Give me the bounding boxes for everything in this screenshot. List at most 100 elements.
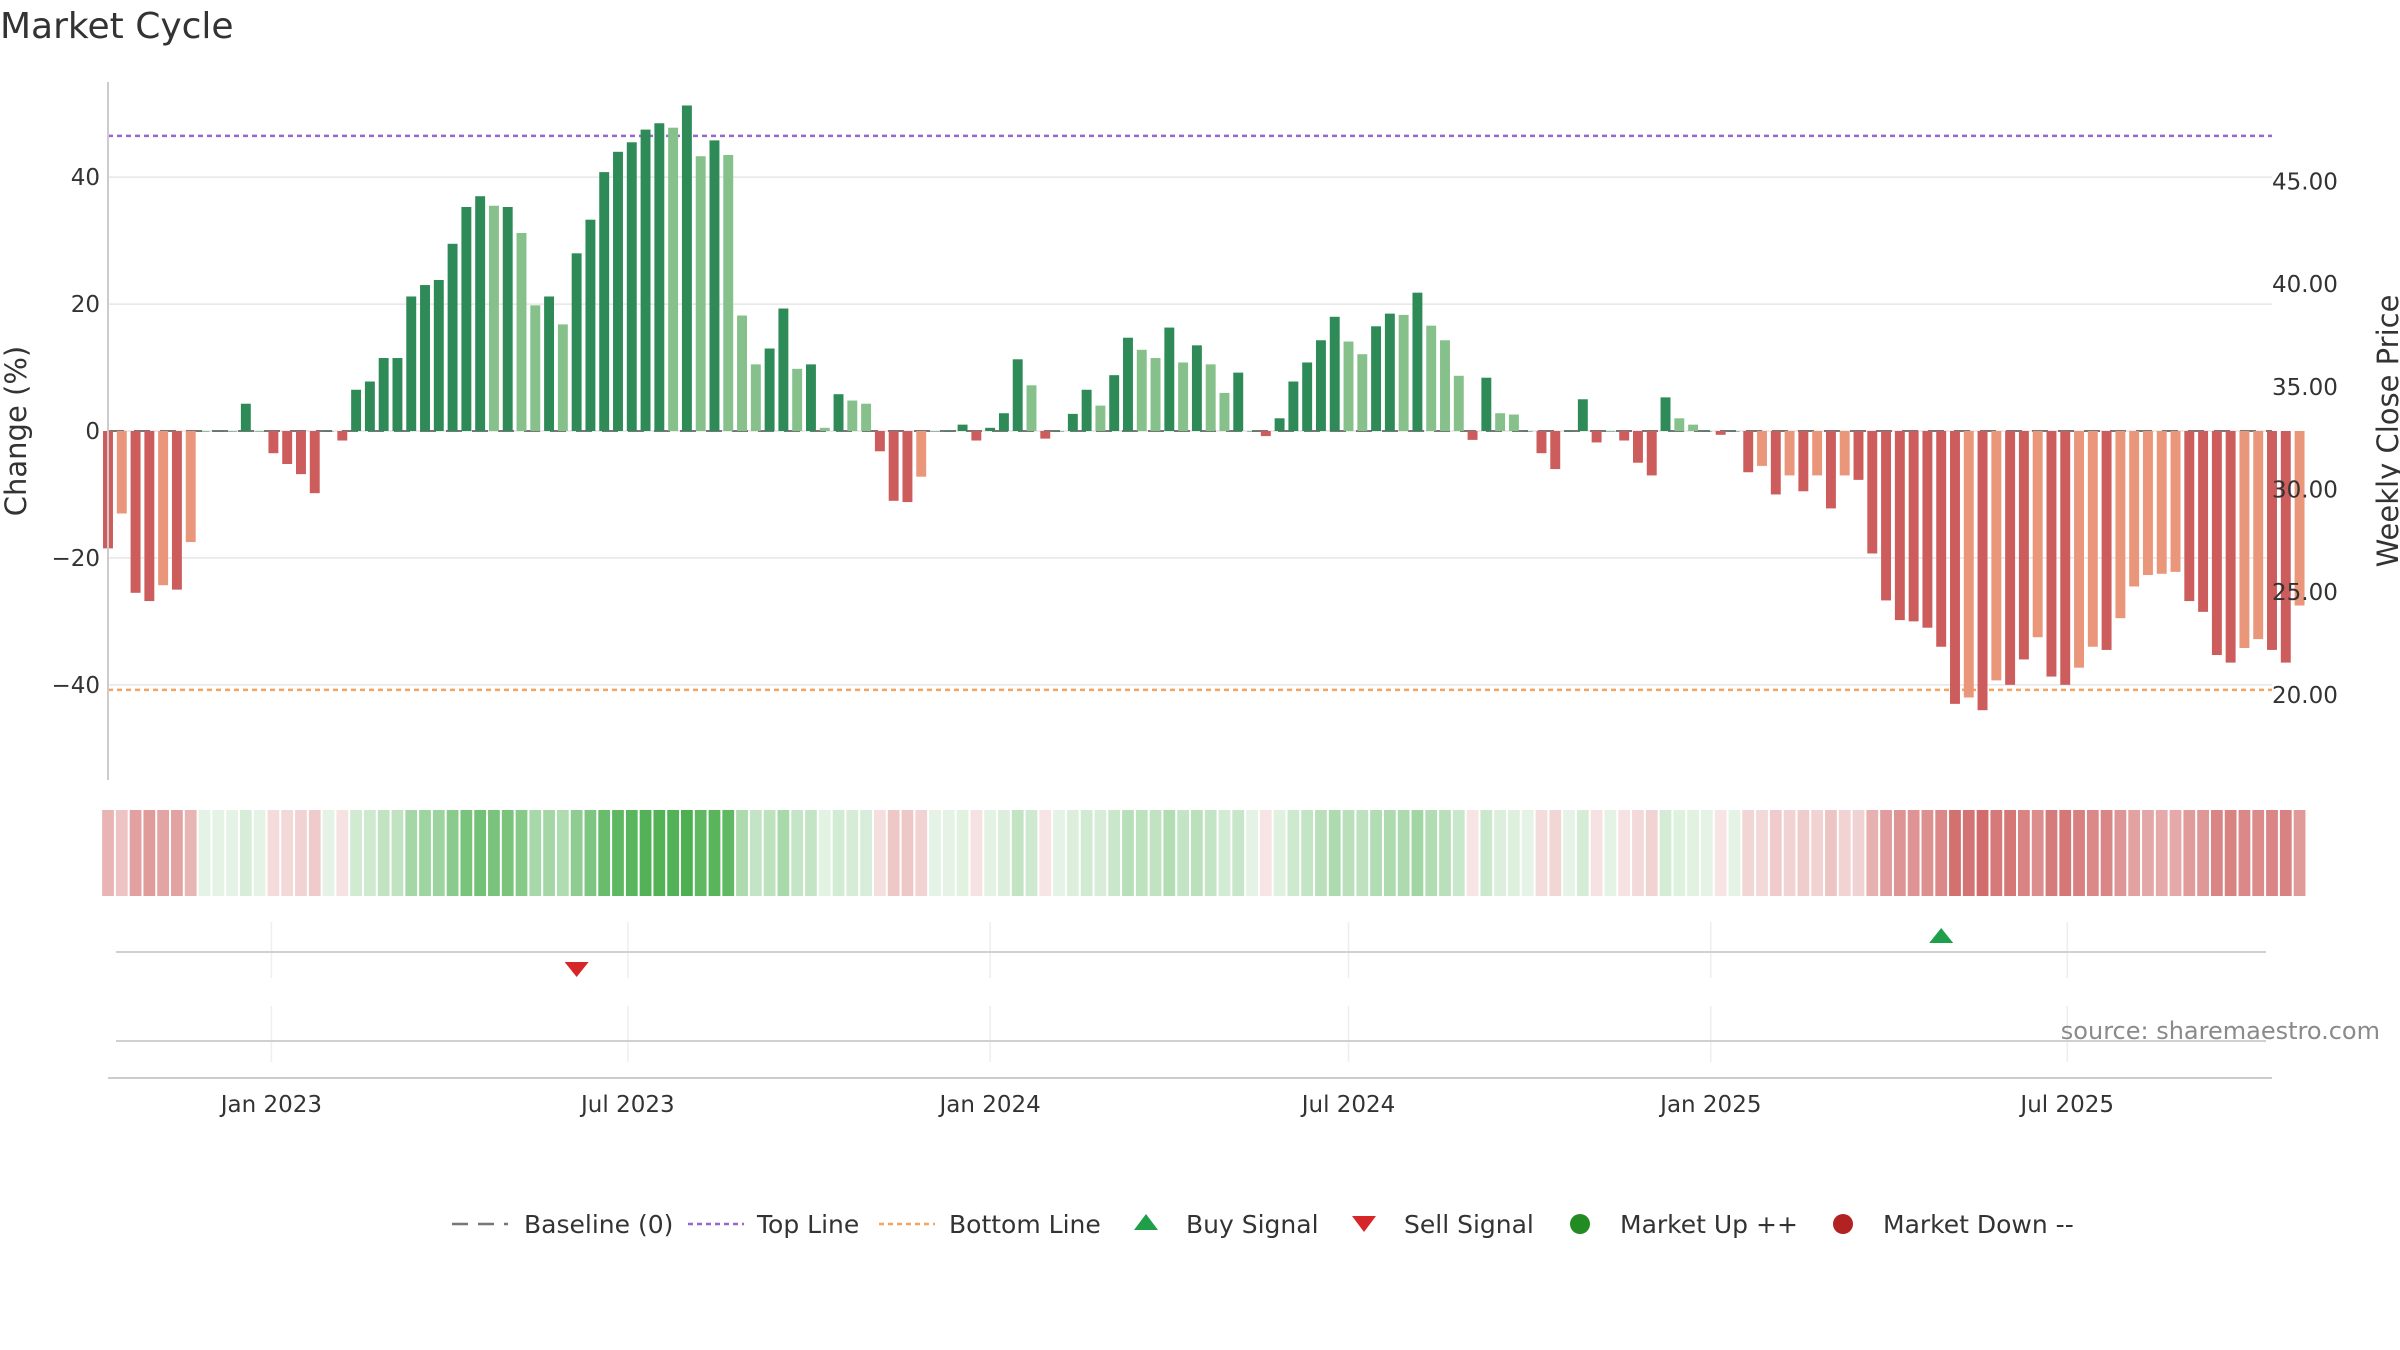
heat-cell <box>956 810 969 896</box>
bar <box>185 431 196 543</box>
heat-cell <box>1177 810 1189 896</box>
heat-cell <box>1811 810 1824 896</box>
bar <box>130 431 141 593</box>
bar <box>626 142 637 432</box>
heat-cell <box>2128 810 2141 896</box>
bar <box>240 403 251 431</box>
heat-cell <box>474 810 487 896</box>
bar <box>792 368 803 431</box>
bar <box>516 233 527 431</box>
bar <box>1839 431 1850 476</box>
bar <box>571 253 582 431</box>
bar <box>1412 292 1423 431</box>
heat-cell <box>984 810 997 896</box>
source-note: source: sharemaestro.com <box>2061 1017 2380 1045</box>
bar <box>213 431 224 432</box>
bar <box>1894 431 1905 621</box>
bar <box>861 403 872 431</box>
legend-swatch-buy <box>1134 1214 1158 1230</box>
bar <box>199 431 210 432</box>
heat-cell <box>253 810 266 896</box>
bar <box>1991 431 2002 681</box>
bar <box>985 427 996 431</box>
chart-title: Market Cycle <box>0 6 234 47</box>
bar <box>2101 431 2112 650</box>
heat-cell <box>295 810 307 896</box>
bar <box>1867 431 1878 554</box>
heat-cell <box>1425 810 1438 896</box>
bar <box>585 219 596 431</box>
heat-cell <box>2142 810 2154 896</box>
bar <box>2005 431 2016 685</box>
bar <box>1247 431 1257 432</box>
bar <box>2211 431 2222 655</box>
y2-tick-label: 30.00 <box>2272 477 2338 503</box>
x-tick-label: Jul 2025 <box>2018 1092 2114 1118</box>
bar <box>1757 431 1767 466</box>
heat-cell <box>708 810 721 896</box>
bar <box>1164 327 1175 431</box>
bar <box>833 394 844 431</box>
heat-cell <box>2266 810 2278 896</box>
bar <box>764 348 775 431</box>
heat-cell <box>612 810 624 896</box>
heat-cell <box>570 810 583 896</box>
heat-cell <box>1907 810 1920 896</box>
bar <box>2129 431 2140 587</box>
legend-label: Bottom Line <box>949 1210 1101 1239</box>
heat-cell <box>1149 810 1162 896</box>
legend-swatch-market-up <box>1570 1214 1590 1234</box>
market-panel <box>116 1006 2266 1062</box>
heat-cell <box>860 810 872 896</box>
bar <box>2267 431 2277 650</box>
heat-cell <box>1411 810 1424 896</box>
heat-cell <box>929 810 941 896</box>
bar <box>957 424 968 431</box>
bar <box>695 156 706 431</box>
bar <box>1619 431 1630 441</box>
bar <box>116 431 127 514</box>
heat-cell <box>887 810 900 896</box>
bar <box>2156 431 2167 574</box>
bar <box>681 105 692 431</box>
legend: Baseline (0) Top Line Bottom Line Buy Signa… <box>452 1210 2074 1239</box>
bar <box>2184 431 2195 602</box>
heat-cell <box>1714 810 1727 896</box>
bar <box>888 431 899 501</box>
bar <box>1315 340 1326 431</box>
bar <box>1977 431 1988 711</box>
legend-label: Market Up ++ <box>1620 1210 1798 1239</box>
heat-cell <box>625 810 638 896</box>
y2-tick-label: 40.00 <box>2272 272 2338 298</box>
bar <box>1853 431 1864 480</box>
heat-cell <box>1935 810 1948 896</box>
y-tick-label: −20 <box>51 546 100 572</box>
bar <box>530 305 541 431</box>
bar <box>1233 372 1244 431</box>
heat-cell <box>1287 810 1300 896</box>
buy-signal-marker <box>1929 928 1954 943</box>
heat-cell <box>1866 810 1879 896</box>
bar <box>1357 354 1368 431</box>
heat-cell <box>653 810 666 896</box>
bar <box>544 296 555 431</box>
heat-cell <box>239 810 252 896</box>
heat-cell <box>556 810 569 896</box>
bar <box>447 243 458 431</box>
heat-cell <box>1673 810 1686 896</box>
bar <box>943 431 954 432</box>
heat-cell <box>1700 810 1713 896</box>
bar <box>1936 431 1947 647</box>
bar <box>1219 392 1230 431</box>
bar <box>654 123 665 431</box>
bar <box>2087 431 2098 647</box>
bar <box>1908 431 1919 622</box>
heat-cell <box>1825 810 1837 896</box>
bar <box>723 154 734 432</box>
bar <box>378 358 389 431</box>
heat-cell <box>791 810 804 896</box>
heat-cell <box>1301 810 1314 896</box>
heat-cell <box>1880 810 1892 896</box>
heat-cell <box>2279 810 2292 896</box>
heat-cell <box>198 810 211 896</box>
